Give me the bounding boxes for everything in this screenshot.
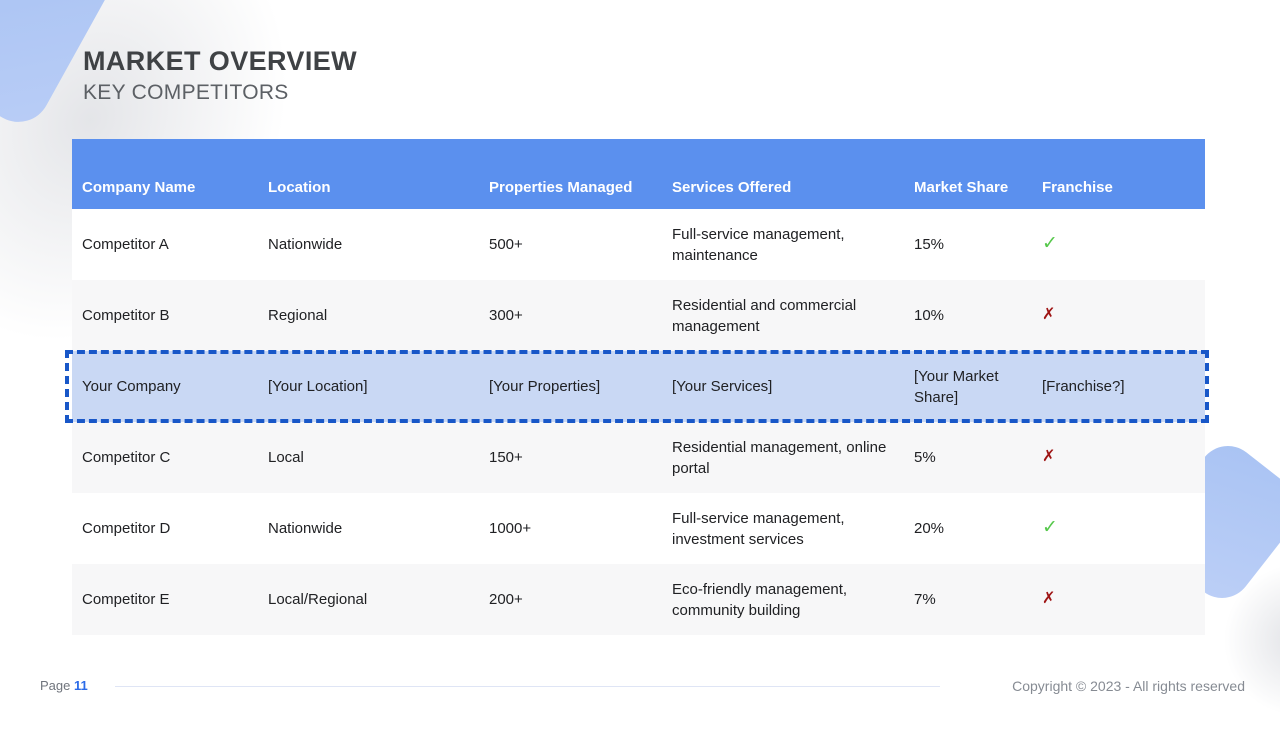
cross-icon: ✗ [1042, 306, 1056, 324]
cell-company-name: Competitor C [82, 449, 171, 466]
cell-location: Nationwide [268, 520, 343, 537]
cell-properties-managed: 500+ [489, 236, 523, 253]
table-row: Competitor B Regional 300+ Residential a… [72, 280, 1205, 351]
check-icon: ✓ [1042, 233, 1058, 255]
page-label: Page [40, 678, 71, 693]
cell-company-name: Competitor E [82, 591, 170, 608]
column-header-properties-managed: Properties Managed [489, 179, 633, 196]
cell-market-share: 20% [914, 520, 945, 537]
table-header-row: Company Name Location Properties Managed… [72, 139, 1205, 209]
page-number: 11 [74, 678, 88, 693]
cell-services-offered: Full-service management, investment serv… [672, 509, 845, 548]
table-row: Competitor A Nationwide 500+ Full-servic… [72, 209, 1205, 280]
column-header-franchise: Franchise [1042, 179, 1113, 196]
cell-company-name: Your Company [82, 378, 181, 395]
copyright-text: Copyright © 2023 - All rights reserved [1012, 678, 1245, 694]
cell-market-share: 10% [914, 307, 945, 324]
cell-market-share: 7% [914, 591, 936, 608]
table-row: Your Company [Your Location] [Your Prope… [65, 350, 1209, 423]
page-subtitle: KEY COMPETITORS [83, 80, 289, 104]
cell-company-name: Competitor D [82, 520, 171, 537]
page-indicator: Page 11 [40, 678, 88, 693]
column-header-location: Location [268, 179, 331, 196]
cell-services-offered: Eco-friendly management, community build… [672, 580, 848, 619]
cell-services-offered: [Your Services] [672, 378, 773, 395]
column-header-company-name: Company Name [82, 179, 196, 196]
cell-market-share: 15% [914, 236, 945, 253]
corner-gradient-bottom-right [1205, 545, 1280, 735]
cell-properties-managed: 1000+ [489, 520, 532, 537]
check-icon: ✓ [1042, 517, 1058, 539]
slide-header: MARKET OVERVIEW KEY COMPETITORS [83, 46, 358, 105]
cell-location: Local/Regional [268, 591, 368, 608]
column-header-market-share: Market Share [914, 179, 1009, 196]
cell-properties-managed: 300+ [489, 307, 523, 324]
cell-location: Local [268, 449, 304, 466]
footer-divider [115, 686, 940, 687]
cross-icon: ✗ [1042, 590, 1056, 608]
cell-market-share: 5% [914, 449, 936, 466]
cell-services-offered: Residential management, online portal [672, 438, 887, 477]
cell-properties-managed: 200+ [489, 591, 523, 608]
cell-services-offered: Full-service management, maintenance [672, 225, 845, 264]
table-row: Competitor D Nationwide 1000+ Full-servi… [72, 493, 1205, 564]
cell-market-share: [Your Market Share] [914, 367, 999, 406]
cell-franchise: [Franchise?] [1042, 378, 1125, 395]
competitors-table: Company Name Location Properties Managed… [65, 139, 1209, 635]
cell-location: [Your Location] [268, 378, 368, 395]
cross-icon: ✗ [1042, 448, 1056, 466]
page-title: MARKET OVERVIEW [83, 46, 358, 76]
cell-services-offered: Residential and commercial management [672, 296, 857, 335]
column-header-services-offered: Services Offered [672, 179, 792, 196]
table-row: Competitor C Local 150+ Residential mana… [72, 422, 1205, 493]
table-body: Competitor A Nationwide 500+ Full-servic… [65, 209, 1209, 635]
table-row: Competitor E Local/Regional 200+ Eco-fri… [72, 564, 1205, 635]
cell-location: Nationwide [268, 236, 343, 253]
cell-company-name: Competitor A [82, 236, 169, 253]
cell-company-name: Competitor B [82, 307, 170, 324]
cell-location: Regional [268, 307, 328, 324]
cell-properties-managed: [Your Properties] [489, 378, 601, 395]
cell-properties-managed: 150+ [489, 449, 523, 466]
